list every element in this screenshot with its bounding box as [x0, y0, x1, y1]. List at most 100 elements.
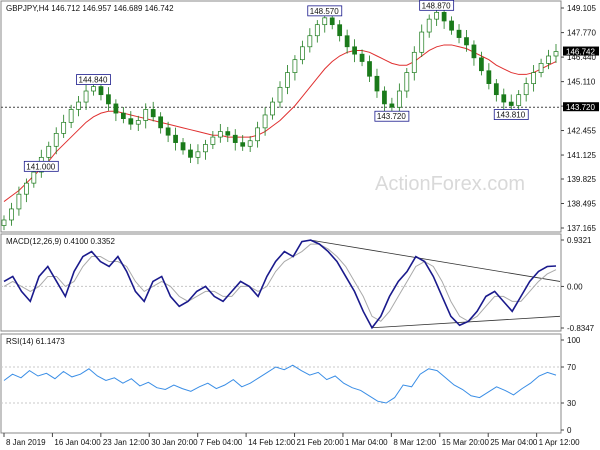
price-tick-label: 149.105: [567, 4, 596, 13]
candle-body: [16, 193, 22, 210]
candle-body: [367, 61, 372, 77]
price-tick-label: 142.455: [567, 127, 596, 136]
time-tick-label: 16 Jan 04:00: [54, 438, 101, 447]
price-annotation-label: 148.570: [310, 7, 339, 16]
time-tick-label: 1 Apr 12:00: [539, 438, 580, 447]
candle-body: [158, 116, 164, 129]
rsi-tick-label: 100: [567, 336, 581, 345]
macd-upper-trendline: [310, 239, 561, 282]
time-tick-label: 30 Jan 20:00: [151, 438, 198, 447]
price-annotation-box: [374, 110, 410, 122]
candle-body: [508, 101, 514, 106]
candle-body: [180, 142, 186, 151]
candle-body: [344, 35, 350, 48]
candle-body: [217, 131, 223, 138]
candle-body: [262, 114, 268, 129]
candle-body: [68, 109, 74, 123]
rsi-panel-frame: [0, 333, 562, 434]
price-tick-label: 147.770: [567, 29, 596, 38]
rsi-tick-label: 30: [567, 399, 576, 408]
candle-body: [359, 53, 365, 62]
macd-panel-frame: [0, 233, 562, 332]
candle-body: [113, 103, 119, 114]
price-annotation-box: [493, 109, 529, 120]
price-tick-label: 139.825: [567, 175, 596, 184]
time-tick-label: 8 Mar 12:00: [393, 438, 436, 447]
candle-body: [441, 11, 447, 22]
time-tick-label: 14 Feb 12:00: [248, 438, 296, 447]
candle-body: [1, 219, 7, 226]
level-price-label: 143.720: [566, 103, 595, 112]
candle-body: [150, 109, 156, 118]
candle-body: [285, 72, 290, 88]
price-annotation-box: [419, 0, 455, 11]
candle-body: [396, 90, 402, 108]
candle-body: [553, 51, 559, 57]
candle-body: [83, 90, 89, 103]
candle-body: [225, 131, 231, 136]
current-price-tag-bg: [563, 46, 599, 56]
candle-body: [314, 24, 320, 37]
current-price-tag: 146.742: [563, 46, 599, 57]
macd-tick-label: 0.9321: [567, 236, 592, 245]
candle-body: [493, 83, 499, 96]
candle-body: [98, 86, 104, 96]
moving-average-line: [3, 44, 557, 202]
macd-line: [3, 239, 557, 330]
candle-body: [531, 72, 536, 84]
candle-body: [352, 46, 357, 55]
candle-body: [31, 171, 37, 184]
macd-panel: MACD(12,26,9) 0.4100 0.3352: [0, 233, 562, 332]
candle-body: [210, 136, 216, 145]
price-annotations: 148.570 148.870 144.840 143.720 143.810 141.0…: [23, 0, 529, 172]
time-tick-label: 25 Mar 04:00: [490, 438, 538, 447]
price-panel-frame: [0, 0, 562, 233]
rsi-axis: 100 70 30 0: [561, 336, 581, 435]
level-price-tag-bg: [563, 102, 599, 112]
candle-body: [232, 134, 238, 143]
macd-tick-label: -0.8347: [567, 324, 595, 333]
candle-body: [203, 144, 208, 153]
candle-body: [456, 29, 462, 38]
candle-body: [374, 75, 380, 92]
candle-body: [329, 17, 335, 26]
time-tick-label: 8 Jan 2019: [6, 438, 46, 447]
candle-body: [337, 24, 343, 37]
current-price-label: 146.742: [566, 48, 595, 57]
candle-body: [479, 57, 484, 72]
candle-body: [188, 149, 193, 158]
candle-body: [120, 112, 126, 119]
candle-body: [434, 11, 440, 20]
price-annotation-box: [23, 160, 59, 172]
time-tick-label: 21 Feb 20:00: [297, 438, 345, 447]
candle-body: [9, 208, 14, 221]
macd-axis: 0.9321 0.00 -0.8347: [561, 236, 595, 333]
candle-body: [173, 134, 178, 143]
price-annotation-box: [76, 74, 111, 85]
candle-body: [165, 127, 171, 136]
rsi-tick-label: 70: [567, 363, 576, 372]
time-tick-label: 7 Feb 04:00: [200, 438, 243, 447]
candle-body: [307, 35, 313, 48]
macd-panel-title: MACD(12,26,9) 0.4100 0.3352: [6, 237, 116, 246]
rsi-line: [3, 364, 557, 404]
candle-body: [486, 70, 492, 84]
candle-body: [538, 63, 544, 73]
price-axis: 149.105147.770146.440145.110143.780142.4…: [561, 4, 596, 233]
candle-body: [322, 17, 328, 26]
candle-body: [411, 51, 417, 73]
price-annotation-label: 143.720: [377, 112, 406, 121]
candle-body: [106, 94, 111, 105]
price-annotation-label: 141.000: [26, 162, 55, 171]
candle-body: [46, 145, 52, 158]
candle-body: [91, 86, 96, 92]
candle-body: [128, 118, 134, 125]
macd-tick-label: 0.00: [567, 282, 583, 291]
price-annotation-label: 144.840: [79, 76, 108, 85]
candle-body: [135, 120, 141, 125]
candle-body: [61, 121, 67, 134]
candle-body: [277, 86, 283, 103]
candle-body: [270, 101, 275, 116]
candle-body: [404, 72, 410, 92]
